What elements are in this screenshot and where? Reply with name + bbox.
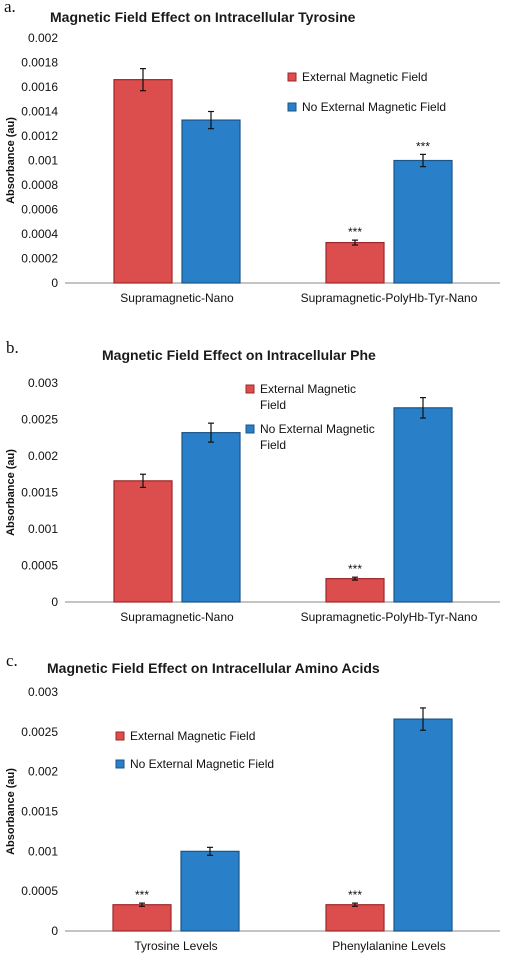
chart-panel-b: b. Magnetic Field Effect on Intracellular… — [5, 338, 500, 624]
y-tick-label: 0.0002 — [21, 252, 58, 266]
panel-label: c. — [6, 651, 18, 670]
legend-entry: External Magnetic Field — [130, 729, 255, 743]
y-tick-label: 0.003 — [28, 376, 58, 390]
y-tick-label: 0.002 — [28, 449, 58, 463]
bar-no-external-1 — [181, 119, 241, 284]
panel-label: b. — [6, 338, 19, 357]
legend-entry: No External Magnetic Field — [302, 100, 446, 114]
legend-swatch — [287, 102, 297, 112]
legend-swatch — [287, 72, 297, 82]
y-tick-label: 0.0025 — [21, 725, 58, 739]
y-axis-label: Absorbance (au) — [5, 768, 17, 855]
legend-swatch — [245, 424, 255, 434]
y-tick-label: 0.0015 — [21, 486, 58, 500]
bar-no-external-2 — [393, 407, 453, 603]
legend-entry: No External Magnetic Field — [130, 757, 274, 771]
bar-external-1 — [112, 904, 172, 932]
y-tick-label: 0.003 — [28, 685, 58, 699]
y-tick-label: 0.0018 — [21, 56, 58, 70]
bar-external-1 — [113, 480, 173, 603]
chart-panel-a: a. Magnetic Field Effect on Intracellular… — [4, 0, 500, 305]
x-category-label: Supramagnetic-Nano — [120, 291, 234, 305]
significance-marker: *** — [348, 888, 362, 902]
significance-marker: *** — [416, 139, 430, 153]
y-axis-label: Absorbance (au) — [5, 449, 17, 536]
legend-entry: External Magnetic Field — [302, 70, 427, 84]
bar-external-2 — [325, 241, 385, 284]
legend-entry: No External Magnetic Field — [260, 422, 375, 452]
legend-swatch — [115, 759, 125, 769]
bar-external-2 — [325, 578, 385, 603]
y-tick-label: 0.0005 — [21, 559, 58, 573]
bar-external-2 — [325, 904, 385, 932]
bar-no-external-2 — [393, 159, 453, 284]
y-tick-label: 0.001 — [28, 522, 58, 536]
y-tick-label: 0.0004 — [21, 227, 58, 241]
y-tick-label: 0.002 — [28, 765, 58, 779]
bar-no-external-2 — [393, 718, 453, 932]
chart-title: Magnetic Field Effect on Intracellular T… — [50, 9, 356, 25]
y-tick-label: 0.0008 — [21, 178, 58, 192]
x-category-label: Phenylalanine Levels — [332, 939, 445, 953]
y-tick-label: 0 — [51, 924, 58, 938]
bar-no-external-1 — [180, 850, 240, 932]
chart-panel-c: c. Magnetic Field Effect on Intracellular… — [5, 651, 500, 953]
x-category-label: Supramagnetic-PolyHb-Tyr-Nano — [301, 291, 478, 305]
x-category-label: Supramagnetic-PolyHb-Tyr-Nano — [301, 610, 478, 624]
x-category-label: Tyrosine Levels — [134, 939, 217, 953]
y-tick-label: 0.0006 — [21, 203, 58, 217]
y-tick-label: 0.002 — [28, 31, 58, 45]
y-tick-label: 0 — [51, 595, 58, 609]
bar-no-external-1 — [181, 432, 241, 603]
legend-entry: External Magnetic Field — [260, 382, 356, 412]
legend-swatch — [115, 731, 125, 741]
y-tick-label: 0.0015 — [21, 805, 58, 819]
y-axis-label: Absorbance (au) — [5, 117, 17, 204]
y-tick-label: 0.001 — [28, 154, 58, 168]
significance-marker: *** — [348, 225, 362, 239]
x-category-label: Supramagnetic-Nano — [120, 610, 234, 624]
significance-marker: *** — [135, 888, 149, 902]
y-tick-label: 0.001 — [28, 844, 58, 858]
chart-title: Magnetic Field Effect on Intracellular P… — [102, 347, 376, 363]
y-tick-label: 0.0014 — [21, 105, 58, 119]
bar-external-1 — [113, 79, 173, 284]
y-tick-label: 0.0012 — [21, 129, 58, 143]
significance-marker: *** — [348, 562, 362, 576]
y-tick-label: 0.0016 — [21, 80, 58, 94]
panel-label: a. — [4, 0, 16, 16]
legend-swatch — [245, 384, 255, 394]
y-tick-label: 0.0005 — [21, 884, 58, 898]
chart-title: Magnetic Field Effect on Intracellular A… — [47, 660, 380, 676]
y-tick-label: 0.0025 — [21, 413, 58, 427]
y-tick-label: 0 — [51, 276, 58, 290]
